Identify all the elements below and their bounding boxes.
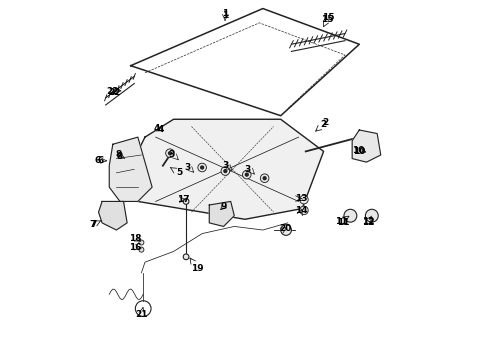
Circle shape <box>224 170 227 172</box>
Text: 19: 19 <box>191 264 204 273</box>
Polygon shape <box>131 119 323 219</box>
Text: 5: 5 <box>176 168 182 177</box>
Circle shape <box>366 209 378 222</box>
Text: 2: 2 <box>320 120 327 129</box>
Circle shape <box>139 247 144 252</box>
Text: 10: 10 <box>353 147 366 156</box>
Text: 8: 8 <box>115 150 122 159</box>
Text: 20: 20 <box>279 224 292 233</box>
Text: 14: 14 <box>295 206 308 215</box>
Text: 22: 22 <box>108 88 121 97</box>
Text: 7: 7 <box>90 220 96 229</box>
Text: 1: 1 <box>222 9 228 18</box>
Text: 9: 9 <box>220 202 227 211</box>
Circle shape <box>243 170 251 179</box>
Circle shape <box>198 163 206 172</box>
Text: 11: 11 <box>337 219 349 228</box>
Text: 22: 22 <box>107 87 119 96</box>
Polygon shape <box>98 202 127 230</box>
Circle shape <box>245 173 248 176</box>
Text: 4: 4 <box>158 126 164 135</box>
Text: 6: 6 <box>97 156 103 165</box>
Text: 6: 6 <box>95 156 101 165</box>
Polygon shape <box>109 137 152 202</box>
Circle shape <box>263 177 266 180</box>
Circle shape <box>169 152 171 155</box>
Circle shape <box>221 167 230 175</box>
Circle shape <box>183 199 189 204</box>
Text: 4: 4 <box>153 124 160 133</box>
Circle shape <box>183 254 189 260</box>
Text: 15: 15 <box>322 13 335 22</box>
Text: 18: 18 <box>129 234 141 243</box>
Circle shape <box>139 240 144 245</box>
Circle shape <box>201 166 203 169</box>
Polygon shape <box>209 202 234 226</box>
Circle shape <box>166 149 174 157</box>
Text: 11: 11 <box>335 217 348 226</box>
Text: 17: 17 <box>177 195 190 204</box>
Text: 21: 21 <box>135 310 147 319</box>
Text: 1: 1 <box>222 11 228 20</box>
Text: 12: 12 <box>362 219 374 228</box>
Text: 15: 15 <box>321 15 333 24</box>
Polygon shape <box>352 130 381 162</box>
Text: 3: 3 <box>184 163 190 172</box>
Text: 3: 3 <box>245 165 251 174</box>
Circle shape <box>300 195 308 204</box>
Text: 8: 8 <box>117 152 123 161</box>
Text: 3: 3 <box>222 161 228 170</box>
Text: 16: 16 <box>129 243 141 252</box>
Text: 13: 13 <box>295 194 308 203</box>
Circle shape <box>260 174 269 183</box>
Text: 12: 12 <box>362 217 374 226</box>
Text: 10: 10 <box>352 146 365 155</box>
Text: 7: 7 <box>90 220 97 229</box>
Text: 2: 2 <box>322 118 328 127</box>
Circle shape <box>281 225 292 235</box>
Circle shape <box>300 206 308 215</box>
Circle shape <box>344 209 357 222</box>
Text: 3: 3 <box>169 150 175 159</box>
